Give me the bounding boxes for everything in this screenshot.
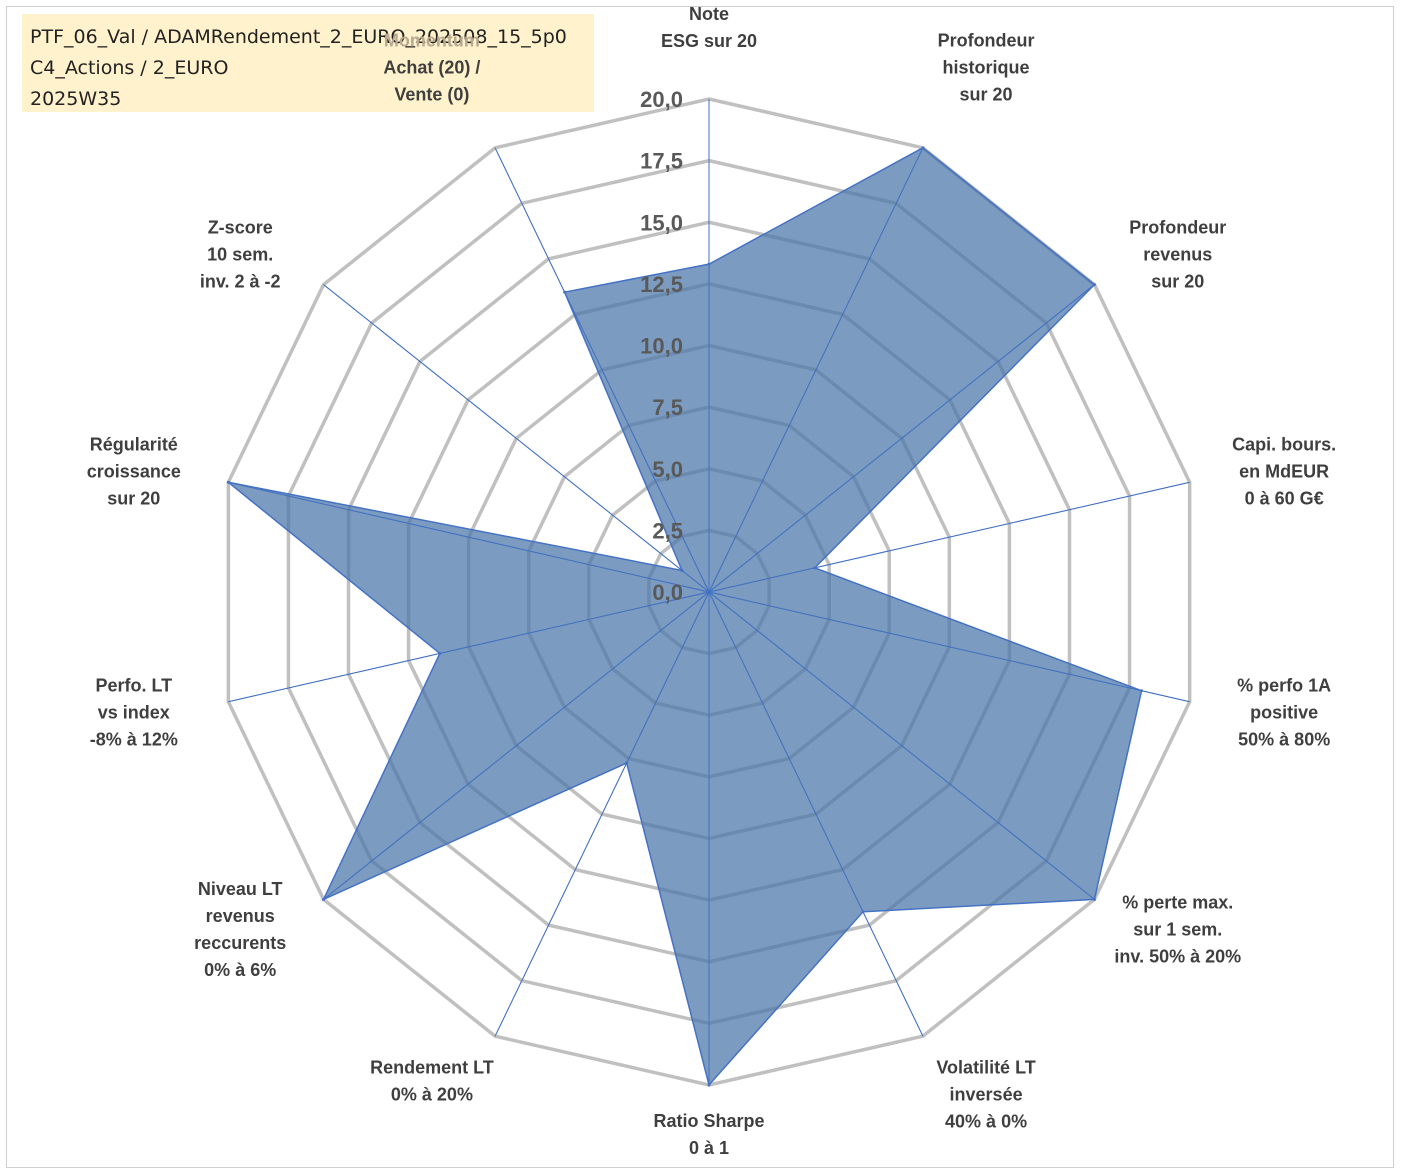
axis-label-line: Régularité [90,435,178,455]
axis-label-line: -8% à 12% [90,729,178,749]
spoke-overlay-8 [494,591,710,1037]
axis-label-line: Niveau LT [198,879,283,899]
axis-label-line: Rendement LT [370,1057,494,1077]
spoke-overlay-9 [323,591,710,900]
axis-label-line: % perfo 1A [1237,675,1331,695]
axis-label-line: vs index [98,702,170,722]
axis-label-line: inv. 2 à -2 [200,272,281,292]
spoke-overlay-2 [708,284,1095,593]
axis-label-line: % perte max. [1122,892,1233,912]
axis-label-1: Profondeur historique sur 20 [938,31,1035,105]
radar-series [226,99,1190,1087]
axis-label-line: 0% à 20% [391,1084,473,1104]
axis-label-line: Note [689,4,729,24]
axis-label-line: historique [943,58,1030,78]
tick-label-1: 2,5 [652,518,683,543]
spoke-overlay-3 [708,481,1190,593]
axis-label-line: 40% à 0% [945,1111,1027,1131]
axis-label-line: croissance [87,462,181,482]
axis-label-line: Vente (0) [394,85,469,105]
axis-label-8: Rendement LT 0% à 20% [370,1057,494,1104]
axis-label-line: Perfo. LT [95,675,172,695]
tick-label-6: 15,0 [640,210,683,235]
radar-spokes-overlay [228,99,1190,1085]
axis-label-line: Ratio Sharpe [653,1111,764,1131]
axis-label-9: Niveau LT revenus reccurents 0% à 6% [194,879,286,980]
axis-label-0: Note ESG sur 20 [661,4,757,51]
tick-label-8: 20,0 [640,87,683,112]
tick-label-7: 17,5 [640,149,683,174]
tick-label-3: 7,5 [652,395,683,420]
spoke-overlay-10 [228,591,710,703]
tick-label-5: 12,5 [640,272,683,297]
axis-label-line: sur 1 sem. [1133,919,1222,939]
axis-label-line: positive [1250,702,1318,722]
axis-label-line: 50% à 80% [1238,729,1330,749]
axis-label-line: Profondeur [938,31,1035,51]
tick-label-0: 0,0 [652,580,683,605]
portfolio-name: PTF_06_Val / ADAMRendement_2_EURO_202508… [30,26,567,48]
axis-label-line: sur 20 [1151,272,1204,292]
axis-label-line: sur 20 [107,489,160,509]
axis-label-line: 0 à 60 G€ [1245,489,1324,509]
portfolio-category: C4_Actions / 2_EURO [30,57,229,79]
axis-label-line: revenus [206,906,275,926]
axis-label-line: Volatilité LT [936,1057,1035,1077]
axis-label-line: Momentum [384,31,480,51]
axis-label-line: Capi. bours. [1232,435,1336,455]
spoke-overlay-6 [708,591,924,1037]
axis-label-line: Achat (20) / [383,58,480,78]
axis-label-line: Profondeur [1129,218,1226,238]
axis-label-line: inv. 50% à 20% [1114,946,1241,966]
axis-label-line: inversée [950,1084,1023,1104]
axis-label-4: % perfo 1A positive 50% à 80% [1237,675,1331,749]
axis-label-7: Ratio Sharpe 0 à 1 [653,1111,764,1158]
axis-label-line: sur 20 [960,85,1013,105]
axis-label-line: en MdEUR [1239,462,1329,482]
axis-label-3: Capi. bours. en MdEUR 0 à 60 G€ [1232,435,1336,509]
axis-label-line: revenus [1143,245,1212,265]
spoke-overlay-11 [228,481,710,593]
axis-label-12: Z-score 10 sem. inv. 2 à -2 [200,218,281,292]
axis-label-line: 10 sem. [207,245,273,265]
axis-label-5: % perte max. sur 1 sem. inv. 50% à 20% [1114,892,1241,966]
axis-label-line: ESG sur 20 [661,31,757,51]
axis-label-2: Profondeur revenus sur 20 [1129,218,1226,292]
axis-label-13: Momentum Achat (20) / Vente (0) [383,31,480,105]
spoke-overlay-12 [323,284,710,593]
radar-tick-labels: 0,0 2,5 5,0 7,5 10,0 12,5 15,0 17,5 20,0 [640,87,683,605]
radar-axis-labels: Note ESG sur 20 Profondeur historique sur 20… [87,4,1336,1158]
axis-label-line: reccurents [194,933,286,953]
spoke-overlay-1 [708,147,924,593]
axis-label-line: 0 à 1 [689,1138,729,1158]
axis-label-line: 0% à 6% [204,960,276,980]
tick-label-4: 10,0 [640,334,683,359]
spoke-overlay-5 [708,591,1095,900]
tick-label-2: 5,0 [652,457,683,482]
axis-label-11: Régularité croissance sur 20 [87,435,181,509]
portfolio-title-box: PTF_06_Val / ADAMRendement_2_EURO_202508… [22,14,594,112]
axis-label-10: Perfo. LT vs index -8% à 12% [90,675,178,749]
spoke-overlay-13 [494,147,710,593]
chart-frame [6,6,1394,1168]
portfolio-week: 2025W35 [30,88,122,110]
axis-label-6: Volatilité LT inversée 40% à 0% [936,1057,1035,1131]
spoke-overlay-4 [708,591,1190,703]
series-area-0 [227,146,1143,1087]
axis-label-line: Z-score [208,218,273,238]
